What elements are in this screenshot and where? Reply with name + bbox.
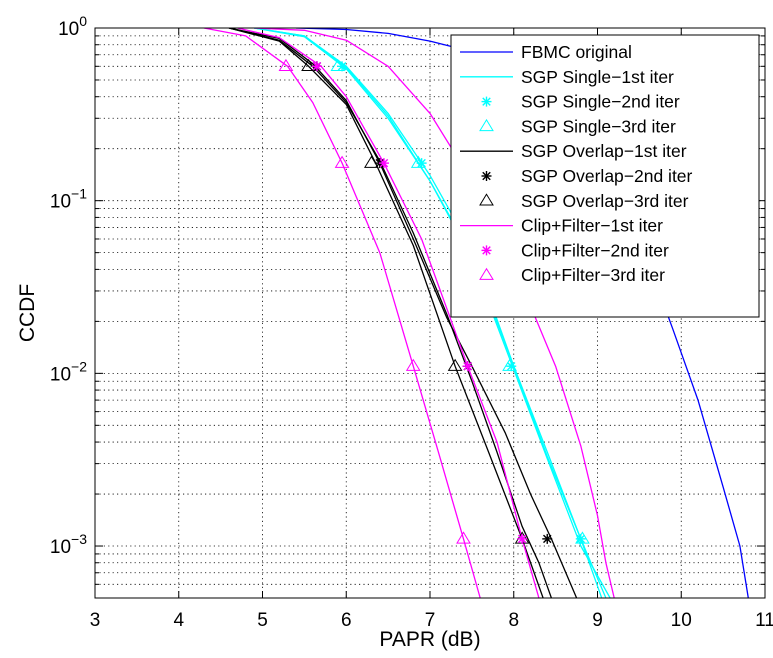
star-stroke — [543, 534, 552, 544]
axis-ticks — [94, 27, 766, 599]
legend-label-clip-filter-3rd-iter: Clip+Filter−3rd iter — [521, 265, 665, 285]
series-marker-clip-filter-2nd-iter — [311, 61, 322, 72]
legend: FBMC original SGP Single−1st iter SGP Sing… — [450, 34, 760, 318]
legend-marker-clip-filter-3rd-iter — [479, 267, 494, 280]
series-marker-clip-filter-3rd-iter — [405, 358, 421, 371]
x-tick-label: 9 — [592, 610, 603, 631]
series-marker-clip-filter-2nd-iter — [517, 533, 528, 544]
grid-lines — [95, 28, 765, 599]
legend-label-sgp-single-1st-iter: SGP Single−1st iter — [521, 67, 674, 87]
series-marker-sgp-overlap-3rd-iter — [301, 58, 316, 72]
x-axis-title: PAPR (dB) — [379, 628, 480, 651]
x-tick-label: 7 — [425, 610, 436, 631]
legend-marker-clip-filter-2nd-iter — [481, 245, 492, 256]
legend-label-clip-filter-2nd-iter: Clip+Filter−2nd iter — [521, 240, 669, 260]
legend-label-sgp-single-3rd-iter: SGP Single−3rd iter — [521, 116, 676, 136]
series-marker-sgp-single-2nd-iter — [575, 533, 586, 544]
star-stroke — [379, 158, 389, 168]
legend-label-fbmc-original: FBMC original — [521, 42, 632, 62]
series-marker-sgp-single-3rd-iter — [410, 155, 426, 168]
series-line-sgp-overlap-2nd-iter — [228, 28, 578, 598]
y-axis-title: CCDF — [16, 284, 39, 342]
series-marker-clip-filter-3rd-iter — [278, 58, 294, 72]
y-tick-labels: 100 10−1 10−2 10−3 — [50, 13, 87, 558]
legend-label-sgp-overlap-2nd-iter: SGP Overlap−2nd iter — [521, 166, 693, 186]
y-tick-label: 100 — [58, 13, 87, 40]
legend-label-clip-filter-1st-iter: Clip+Filter−1st iter — [521, 216, 663, 236]
legend-label-sgp-single-2nd-iter: SGP Single−2nd iter — [521, 92, 680, 112]
plot-frame — [94, 27, 766, 599]
star-stroke — [506, 361, 516, 371]
x-tick-labels: 3 4 5 6 7 8 9 10 11 — [90, 610, 773, 631]
x-tick-label: 8 — [508, 610, 519, 631]
series-line-clip-filter-2nd-iter — [237, 28, 540, 598]
star-stroke — [482, 97, 491, 106]
star-stroke — [417, 158, 426, 168]
series-marker-sgp-single-3rd-iter — [502, 358, 517, 371]
star-stroke — [482, 246, 491, 255]
star-stroke — [463, 361, 472, 371]
series-marker-clip-filter-2nd-iter — [378, 158, 389, 169]
series-markers — [278, 58, 590, 544]
series-marker-sgp-overlap-3rd-iter — [363, 155, 379, 168]
legend-box — [450, 34, 760, 318]
y-tick-label: 10−1 — [50, 186, 87, 213]
series-marker-sgp-overlap-2nd-iter — [542, 533, 553, 544]
series-marker-clip-filter-2nd-iter — [462, 361, 473, 372]
star-stroke — [482, 171, 491, 181]
star-stroke — [517, 534, 527, 544]
star-stroke — [576, 534, 585, 544]
x-tick-label: 11 — [755, 610, 773, 631]
legend-marker-sgp-single-3rd-iter — [479, 118, 494, 132]
star-stroke — [312, 62, 322, 71]
x-tick-label: 10 — [671, 610, 692, 631]
x-tick-label: 6 — [341, 610, 352, 631]
series-marker-sgp-single-3rd-iter — [575, 531, 590, 544]
series-marker-clip-filter-3rd-iter — [334, 155, 350, 168]
series-line-sgp-overlap-3rd-iter — [228, 28, 544, 598]
legend-label-sgp-overlap-1st-iter: SGP Overlap−1st iter — [521, 141, 687, 161]
y-tick-label: 10−2 — [50, 358, 87, 385]
series-marker-sgp-overlap-3rd-iter — [447, 358, 463, 371]
x-tick-label: 5 — [257, 610, 268, 631]
legend-marker-sgp-single-2nd-iter — [481, 96, 492, 107]
series-marker-sgp-single-3rd-iter — [330, 58, 346, 72]
series-marker-sgp-single-2nd-iter — [416, 158, 427, 169]
legend-label-sgp-overlap-3rd-iter: SGP Overlap−3rd iter — [521, 191, 689, 211]
legend-marker-sgp-overlap-3rd-iter — [479, 193, 494, 206]
x-tick-label: 4 — [173, 610, 184, 631]
series-line-clip-filter-3rd-iter — [203, 28, 481, 598]
series-marker-clip-filter-3rd-iter — [456, 531, 471, 544]
legend-marker-sgp-overlap-2nd-iter — [481, 171, 492, 181]
x-tick-label: 3 — [90, 610, 101, 631]
y-tick-label: 10−3 — [50, 531, 87, 558]
